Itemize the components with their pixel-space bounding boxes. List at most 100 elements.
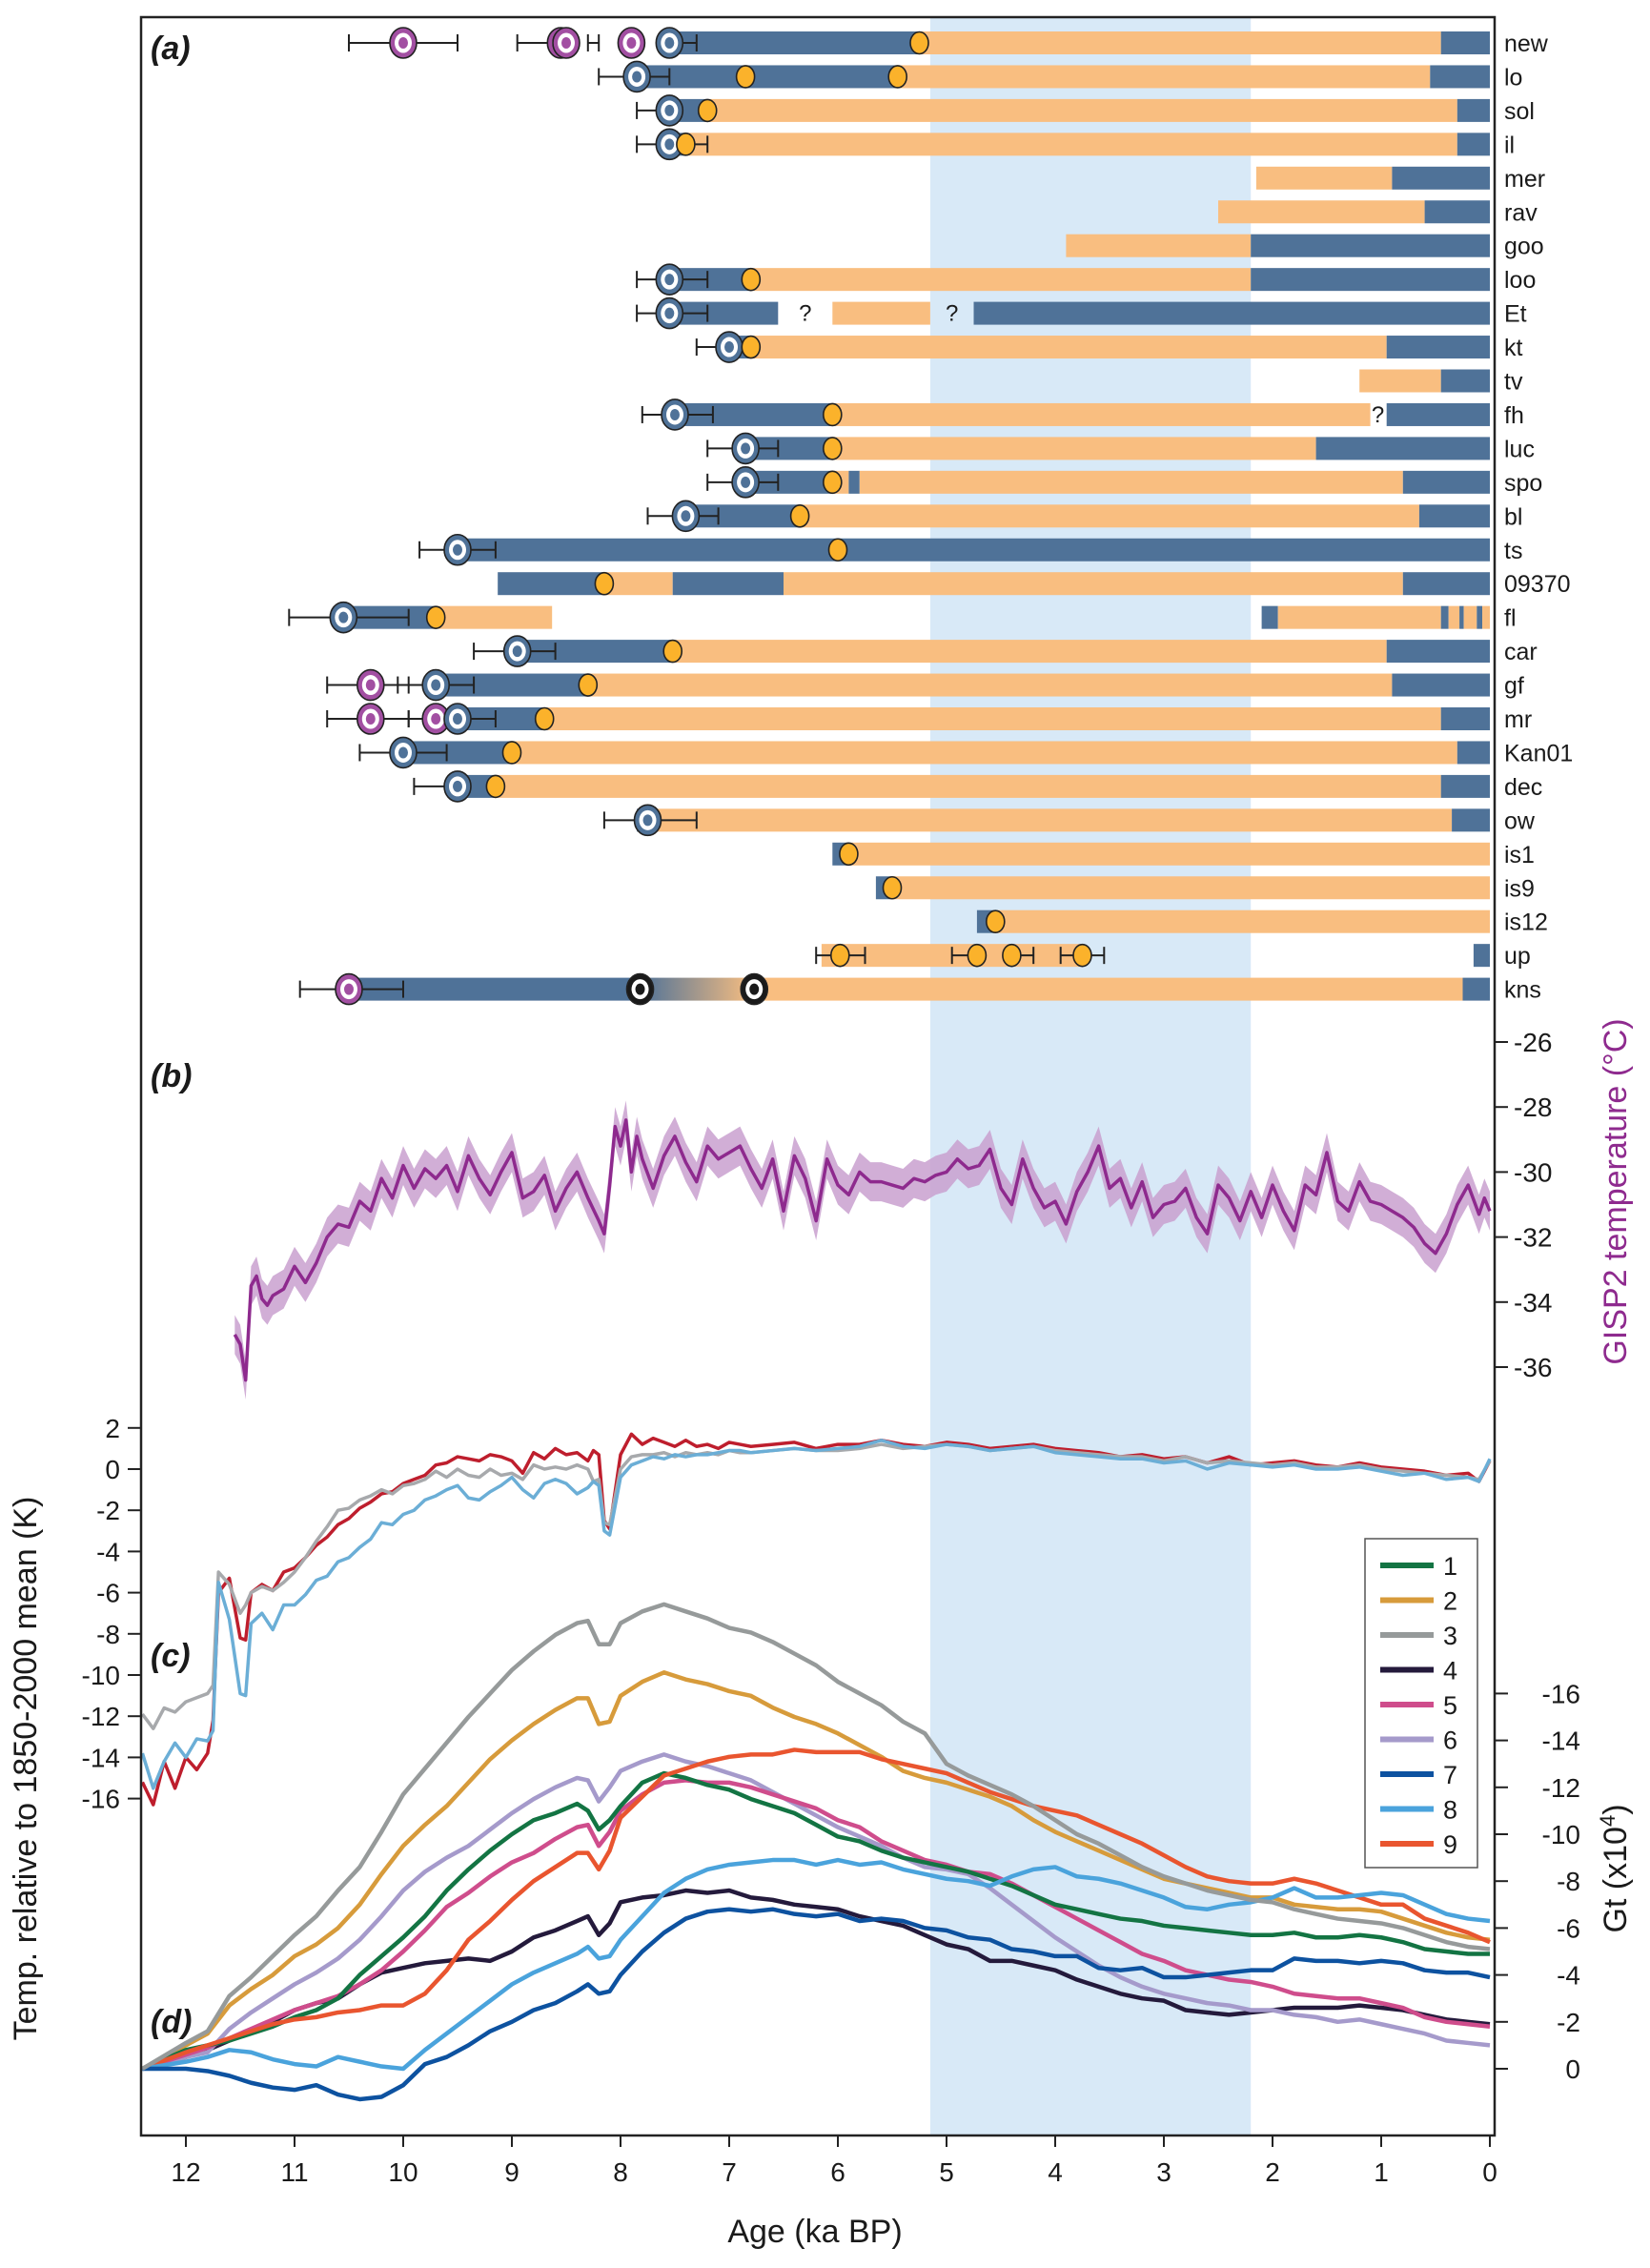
age-marker-core bbox=[431, 679, 441, 691]
row-label: ow bbox=[1504, 807, 1536, 834]
age-marker-core bbox=[561, 37, 571, 49]
shaded-interval bbox=[929, 17, 1252, 2135]
timeline-row-Et: ?? Et bbox=[636, 296, 1527, 330]
timeline-row-spo: spo bbox=[706, 466, 1542, 499]
timeline-row-ts: ts bbox=[418, 533, 1522, 566]
age-marker-core bbox=[635, 983, 645, 995]
age-marker-orange bbox=[501, 741, 522, 765]
y-tick-label-left: -12 bbox=[82, 1702, 120, 1731]
bar-ice-present bbox=[1440, 369, 1490, 393]
row-label: luc bbox=[1504, 436, 1535, 462]
y-tick-label-left: -4 bbox=[96, 1537, 120, 1566]
age-marker-core bbox=[664, 274, 675, 286]
bar-ice-present bbox=[1424, 200, 1490, 224]
bar-ice-free bbox=[1448, 605, 1460, 629]
legend-label-1: 1 bbox=[1443, 1552, 1457, 1581]
age-marker-orange bbox=[425, 605, 446, 629]
timeline-row-is12: is12 bbox=[976, 909, 1548, 936]
bar-ice-free bbox=[897, 65, 1431, 89]
row-label: is9 bbox=[1504, 875, 1535, 902]
row-label: rav bbox=[1504, 199, 1538, 226]
timeline-row-luc: luc bbox=[706, 432, 1535, 465]
bar-ice-free bbox=[495, 774, 1441, 798]
bar-ice-free bbox=[1482, 605, 1490, 629]
timeline-row-09370: 09370 bbox=[498, 571, 1571, 598]
timeline-row-loo: loo bbox=[636, 263, 1536, 296]
bar-ice-present bbox=[1402, 572, 1490, 596]
age-marker-orange bbox=[822, 402, 843, 427]
age-marker-orange bbox=[676, 133, 696, 156]
y-tick-label-gt: 0 bbox=[1565, 2054, 1580, 2084]
age-marker-orange bbox=[578, 673, 599, 697]
row-label: up bbox=[1504, 943, 1531, 970]
age-marker-core bbox=[398, 746, 408, 759]
mass-series-3 bbox=[141, 1602, 1491, 2071]
age-marker-orange bbox=[735, 65, 756, 89]
legend-label-3: 3 bbox=[1443, 1622, 1457, 1650]
x-tick-label: 11 bbox=[280, 2157, 308, 2187]
panel-label-b: (b) bbox=[151, 1058, 192, 1094]
y-tick-label-left: -10 bbox=[82, 1661, 120, 1690]
timeline-row-mr: mr bbox=[326, 703, 1532, 735]
y-tick-label-gt: -8 bbox=[1557, 1867, 1580, 1896]
timeline-row-sol: sol bbox=[636, 94, 1535, 127]
age-marker-orange bbox=[986, 909, 1006, 934]
age-marker-orange bbox=[741, 267, 762, 292]
mass-series-1 bbox=[141, 1770, 1490, 2072]
age-marker-core bbox=[749, 983, 760, 995]
timeline-row-bl: bl bbox=[646, 500, 1522, 533]
y-tick-label-left: -8 bbox=[96, 1620, 120, 1649]
row-label: goo bbox=[1504, 234, 1544, 260]
gisp2-series-line bbox=[233, 1118, 1492, 1382]
row-label: 09370 bbox=[1504, 571, 1571, 598]
age-marker-orange bbox=[887, 65, 908, 89]
bar-ice-present bbox=[669, 31, 920, 54]
y-tick-label-left: 0 bbox=[105, 1455, 120, 1484]
x-tick-label: 2 bbox=[1265, 2157, 1280, 2187]
bar-ice-free bbox=[832, 402, 1371, 426]
age-marker-orange bbox=[741, 335, 762, 359]
age-marker-orange bbox=[789, 503, 810, 528]
legend-label-4: 4 bbox=[1443, 1657, 1457, 1686]
bar-ice-present bbox=[1459, 605, 1464, 629]
timeline-row-Kan01: Kan01 bbox=[358, 736, 1573, 769]
bar-ice-present bbox=[1386, 402, 1490, 426]
y-tick-label-left: -14 bbox=[82, 1743, 120, 1772]
bar-ice-free bbox=[1277, 605, 1441, 629]
panel-label-d: (d) bbox=[151, 2004, 192, 2040]
bar-ice-free bbox=[859, 470, 1403, 494]
y-axis-title-gt: Gt (x104) bbox=[1596, 1804, 1634, 1932]
bar-ice-free bbox=[1359, 369, 1441, 393]
mass-series-9 bbox=[141, 1747, 1491, 2072]
bar-ice-free bbox=[1066, 234, 1252, 257]
bar-ice-free bbox=[1255, 166, 1393, 190]
age-marker-orange bbox=[662, 639, 683, 664]
mass-series-5 bbox=[141, 1778, 1491, 2072]
bar-ice-present bbox=[1456, 741, 1490, 765]
age-marker-core bbox=[681, 510, 691, 522]
legend-label-2: 2 bbox=[1443, 1587, 1457, 1616]
row-label: Kan01 bbox=[1504, 740, 1573, 766]
bar-ice-free bbox=[672, 640, 1387, 664]
axes: 12 11 10 9 8 7 6 5 4 3 2 1 020-2-4-6-8-10-12-14-16-2… bbox=[82, 15, 1580, 2187]
bar-ice-free bbox=[436, 605, 553, 629]
age-marker-core bbox=[741, 476, 751, 488]
temp-series-grey bbox=[141, 1442, 1492, 1730]
row-label: loo bbox=[1504, 267, 1536, 294]
age-marker-core bbox=[626, 37, 637, 49]
bar-ice-present bbox=[1392, 673, 1490, 697]
row-label: kt bbox=[1504, 335, 1523, 361]
timeline-row-goo: goo bbox=[1066, 234, 1544, 260]
bar-ice-present bbox=[1477, 605, 1483, 629]
bar-transition bbox=[640, 977, 755, 1001]
temp-series-lightblue bbox=[140, 1439, 1492, 1790]
age-marker-core bbox=[670, 408, 680, 420]
uncertainty-mark: ? bbox=[946, 301, 958, 327]
age-marker-orange bbox=[909, 31, 929, 55]
bar-ice-free bbox=[750, 336, 1387, 359]
row-label: mr bbox=[1504, 706, 1532, 733]
age-marker-core bbox=[664, 104, 675, 116]
bar-ice-present bbox=[1392, 166, 1490, 190]
bar-ice-present bbox=[1315, 437, 1490, 460]
